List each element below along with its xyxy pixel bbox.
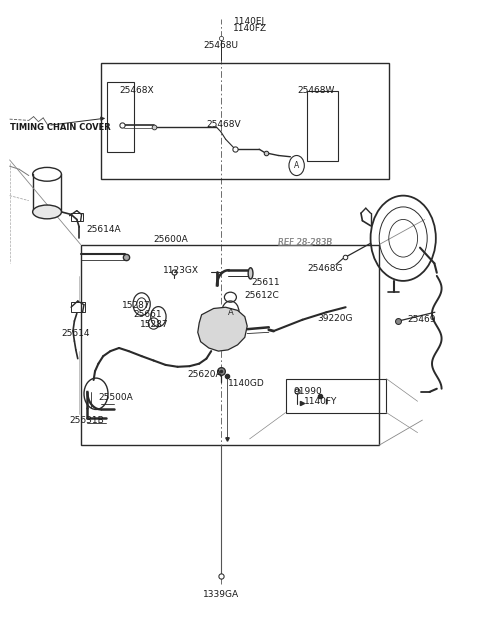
Text: 25631B: 25631B xyxy=(70,416,104,424)
Text: 1140FY: 1140FY xyxy=(304,397,338,406)
Text: A: A xyxy=(294,161,299,170)
Ellipse shape xyxy=(33,205,61,219)
Text: 15287: 15287 xyxy=(140,320,169,329)
Text: 1140FZ: 1140FZ xyxy=(232,24,267,33)
Text: 25468U: 25468U xyxy=(204,41,239,50)
Text: TIMING CHAIN COVER: TIMING CHAIN COVER xyxy=(10,124,110,132)
Polygon shape xyxy=(198,307,247,351)
Text: 15287: 15287 xyxy=(122,302,151,310)
Text: 1339GA: 1339GA xyxy=(203,590,239,599)
Text: 25612C: 25612C xyxy=(245,292,279,300)
Text: 25468V: 25468V xyxy=(206,120,241,129)
Text: REF 28-283B: REF 28-283B xyxy=(278,238,333,246)
Text: 25611: 25611 xyxy=(252,278,280,287)
Text: 25661: 25661 xyxy=(133,310,162,319)
Text: 25468W: 25468W xyxy=(298,86,335,95)
Text: 25469: 25469 xyxy=(407,315,435,324)
Text: 39220G: 39220G xyxy=(317,314,352,323)
Text: 25468G: 25468G xyxy=(307,264,343,273)
Text: 25500A: 25500A xyxy=(98,393,133,402)
Text: 25614A: 25614A xyxy=(86,225,121,234)
Text: 25600A: 25600A xyxy=(154,235,188,244)
Text: 1140GD: 1140GD xyxy=(228,379,265,388)
Text: 91990: 91990 xyxy=(294,387,323,396)
Ellipse shape xyxy=(248,268,253,279)
Text: 1123GX: 1123GX xyxy=(163,266,199,275)
Text: 25620A: 25620A xyxy=(187,371,222,379)
Text: A: A xyxy=(228,308,233,317)
Text: REF 28-283B: REF 28-283B xyxy=(278,238,333,246)
Text: 25614: 25614 xyxy=(61,329,90,338)
Text: 1140EJ: 1140EJ xyxy=(234,17,265,26)
Text: 25468X: 25468X xyxy=(119,86,154,95)
